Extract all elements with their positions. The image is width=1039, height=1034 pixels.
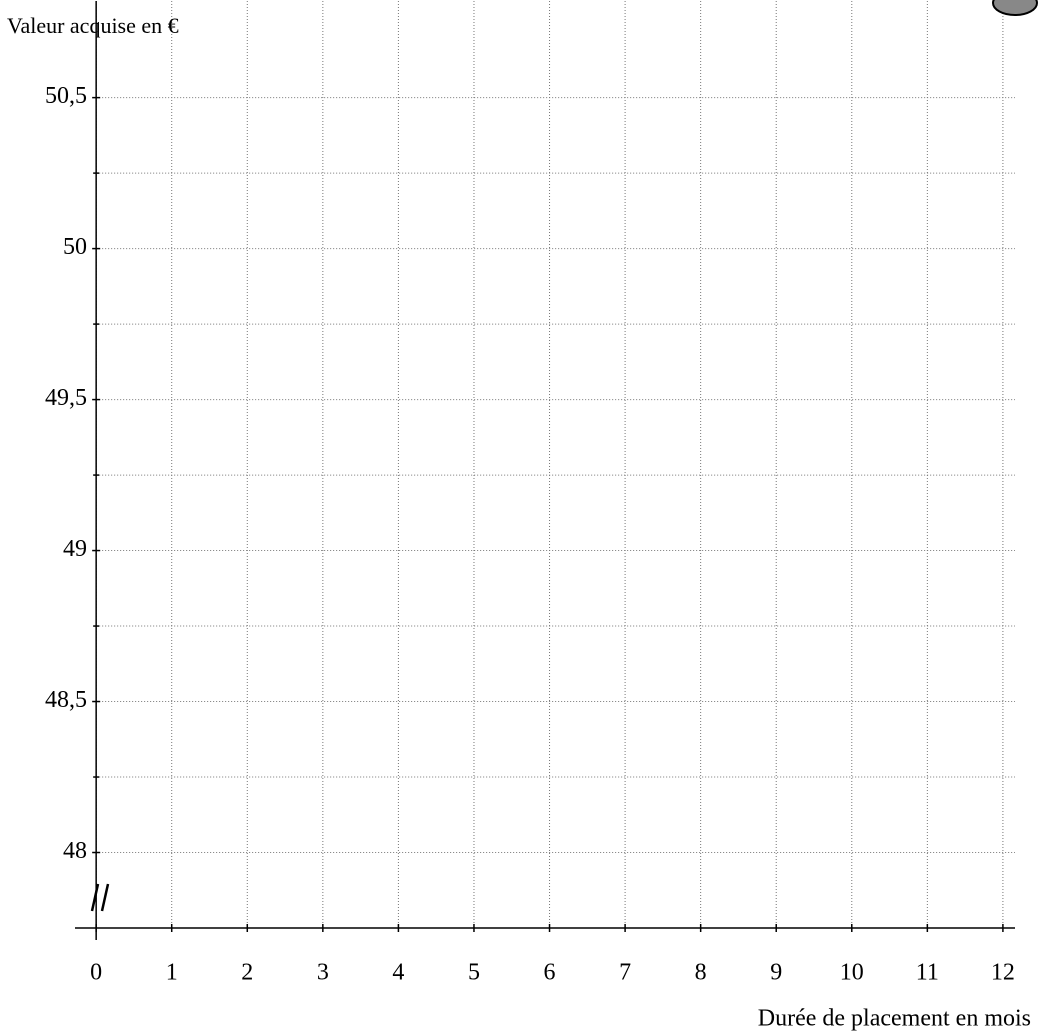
page: 01234567891011124848,54949,55050,5 Valeu… — [0, 0, 1039, 1034]
x-tick-label: 9 — [770, 960, 782, 986]
x-tick-label: 7 — [619, 960, 631, 986]
chart: 01234567891011124848,54949,55050,5 Valeu… — [0, 0, 1039, 1034]
x-tick-label: 6 — [544, 960, 556, 986]
x-tick-label: 1 — [166, 960, 178, 986]
x-tick-label: 11 — [916, 960, 939, 986]
y-tick-label: 50,5 — [45, 83, 87, 109]
x-tick-label: 8 — [695, 960, 707, 986]
break-mark — [102, 884, 108, 911]
x-tick-label: 2 — [241, 960, 253, 986]
y-tick-label: 49,5 — [45, 385, 87, 411]
icon — [993, 0, 1037, 15]
y-tick-label: 48 — [63, 838, 87, 864]
y-tick-label: 49 — [63, 536, 87, 562]
x-axis-title: Durée de placement en mois — [758, 1006, 1031, 1032]
x-tick-label: 5 — [468, 960, 480, 986]
axis-break — [92, 884, 108, 911]
x-tick-label: 3 — [317, 960, 329, 986]
x-tick-label: 10 — [840, 960, 864, 986]
y-axis-title: Valeur acquise en € — [7, 13, 179, 38]
break-mark — [92, 884, 98, 911]
x-tick-label: 12 — [991, 960, 1015, 986]
x-tick-label: 4 — [392, 960, 404, 986]
y-tick-label: 48,5 — [45, 687, 87, 713]
corner-icon — [993, 0, 1037, 15]
grid — [96, 1, 1015, 928]
x-tick-label: 0 — [90, 960, 102, 986]
y-tick-label: 50 — [63, 234, 87, 260]
